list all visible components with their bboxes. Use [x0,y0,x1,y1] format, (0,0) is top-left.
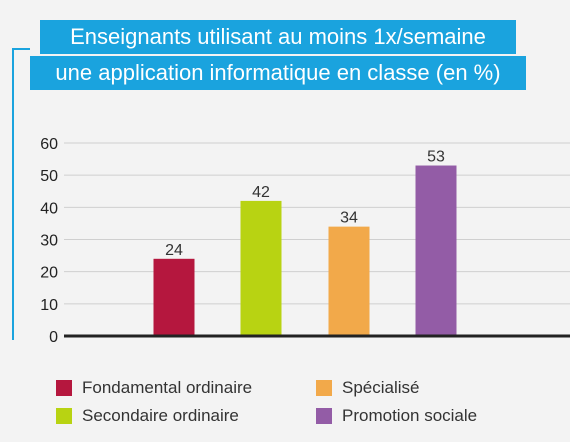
legend-label-promotion: Promotion sociale [342,406,478,425]
chart-title-text-1: Enseignants utilisant au moins 1x/semain… [70,24,486,49]
y-tick-label-30: 30 [40,233,58,250]
chart-title-text-2: une application informatique en classe (… [55,60,501,85]
legend-label-fondamental: Fondamental ordinaire [82,378,253,397]
bar-2 [240,200,282,336]
legend-swatch-secondaire [56,408,72,424]
chart-title-line-2: une application informatique en classe (… [30,56,526,90]
bar-1 [153,258,195,336]
frame-left-line [12,48,14,340]
legend-label-specialise: Spécialisé [342,378,420,397]
data-label-4: 53 [427,149,445,166]
legend-swatch-specialise [316,380,332,396]
legend-item-fondamental: Fondamental ordinaire [56,378,252,398]
y-tick-label-20: 20 [40,265,58,282]
y-tick-label-40: 40 [40,200,58,217]
legend-label-secondaire: Secondaire ordinaire [82,406,239,425]
legend-item-specialise: Spécialisé [316,378,420,398]
y-tick-label-60: 60 [40,136,58,153]
frame-top-line [12,48,30,50]
legend-swatch-fondamental [56,380,72,396]
y-tick-label-50: 50 [40,168,58,185]
data-label-1: 24 [165,242,183,259]
legend-item-secondaire: Secondaire ordinaire [56,406,239,426]
y-tick-label-0: 0 [49,329,58,346]
chart-title-line-1: Enseignants utilisant au moins 1x/semain… [40,20,516,54]
bar-3 [328,226,370,336]
bar-4 [415,165,457,336]
legend-item-promotion: Promotion sociale [316,406,477,426]
data-label-2: 42 [252,184,270,201]
bar-chart: 24 42 34 53 0 10 20 30 40 50 60 [40,136,570,346]
y-tick-label-10: 10 [40,297,58,314]
data-label-3: 34 [340,210,358,227]
legend-swatch-promotion [316,408,332,424]
